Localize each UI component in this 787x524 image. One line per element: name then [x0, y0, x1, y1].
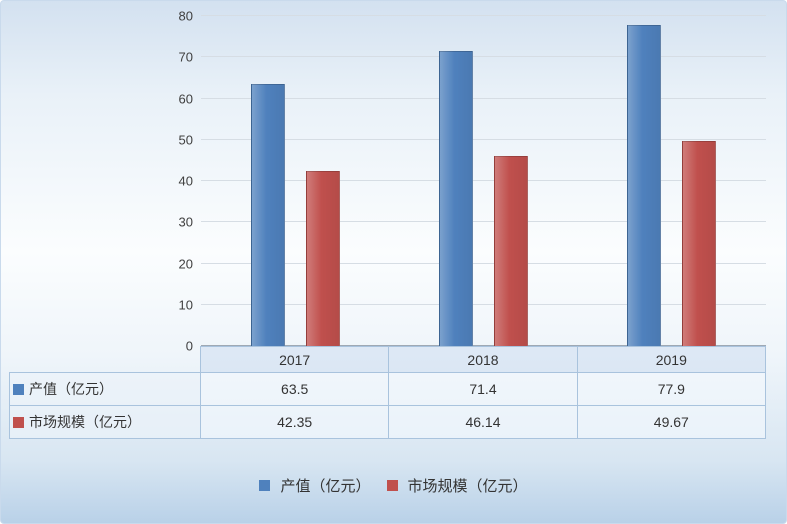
x-axis-line	[201, 345, 766, 346]
y-tick-label: 0	[185, 338, 193, 354]
value-cell: 63.5	[201, 373, 390, 406]
series-row-label: 产值（亿元）	[9, 373, 201, 406]
value-cell: 42.35	[201, 406, 390, 439]
bar-series1-2018[interactable]	[439, 51, 473, 346]
y-gridline	[201, 262, 766, 264]
bar-series2-2017[interactable]	[305, 171, 340, 346]
series-key-icon	[13, 383, 24, 395]
y-tick-label: 70	[178, 49, 193, 65]
legend-item[interactable]: 产值（亿元）	[259, 475, 371, 496]
y-tick-label: 10	[178, 297, 193, 313]
legend: 产值（亿元） 市场规模（亿元）	[1, 471, 786, 499]
value-cell: 49.67	[577, 406, 766, 439]
series-row-label: 市场规模（亿元）	[9, 406, 201, 439]
series-name: 产值（亿元）	[29, 381, 113, 397]
value-cell: 46.14	[389, 406, 578, 439]
bar-series1-2019[interactable]	[627, 24, 662, 346]
category-label: 2019	[577, 346, 766, 373]
table-corner-cell	[9, 346, 201, 373]
bar-group-2017	[250, 84, 340, 346]
data-table: 2017 2018 2019 产值（亿元） 63.5 71.4 77.9 市场规模（亿元） 42…	[9, 346, 766, 439]
y-tick-label: 80	[178, 8, 193, 24]
y-gridline	[201, 138, 766, 140]
bar-series1-2017[interactable]	[250, 84, 285, 346]
category-label: 2017	[201, 346, 390, 373]
y-gridline	[201, 56, 766, 58]
y-axis: 0 10 20 30 40 50 60 70 80	[1, 9, 195, 354]
legend-marker-icon	[386, 479, 398, 491]
series-name: 市场规模（亿元）	[29, 414, 141, 430]
bar-series2-2018[interactable]	[494, 155, 528, 346]
legend-label: 产值（亿元）	[280, 477, 371, 495]
y-tick-label: 30	[178, 214, 193, 230]
y-gridline	[201, 97, 766, 99]
plot-area	[201, 15, 766, 346]
category-label: 2018	[389, 346, 578, 373]
y-gridline	[201, 180, 766, 181]
y-tick-label: 20	[178, 256, 193, 271]
y-gridline	[201, 15, 766, 16]
value-cell: 71.4	[389, 373, 578, 406]
y-gridline	[201, 221, 766, 223]
legend-item[interactable]: 市场规模（亿元）	[386, 475, 528, 496]
y-gridline	[201, 303, 766, 305]
bar-series2-2019[interactable]	[682, 141, 717, 346]
legend-marker-icon	[259, 479, 271, 491]
y-tick-label: 50	[178, 132, 193, 148]
y-tick-label: 40	[178, 173, 193, 189]
bar-group-2018	[439, 51, 528, 346]
bar-group-2019	[627, 24, 717, 346]
series-key-icon	[13, 416, 24, 428]
legend-label: 市场规模（亿元）	[407, 477, 528, 495]
value-cell: 77.9	[577, 373, 766, 406]
y-tick-label: 60	[178, 91, 193, 106]
